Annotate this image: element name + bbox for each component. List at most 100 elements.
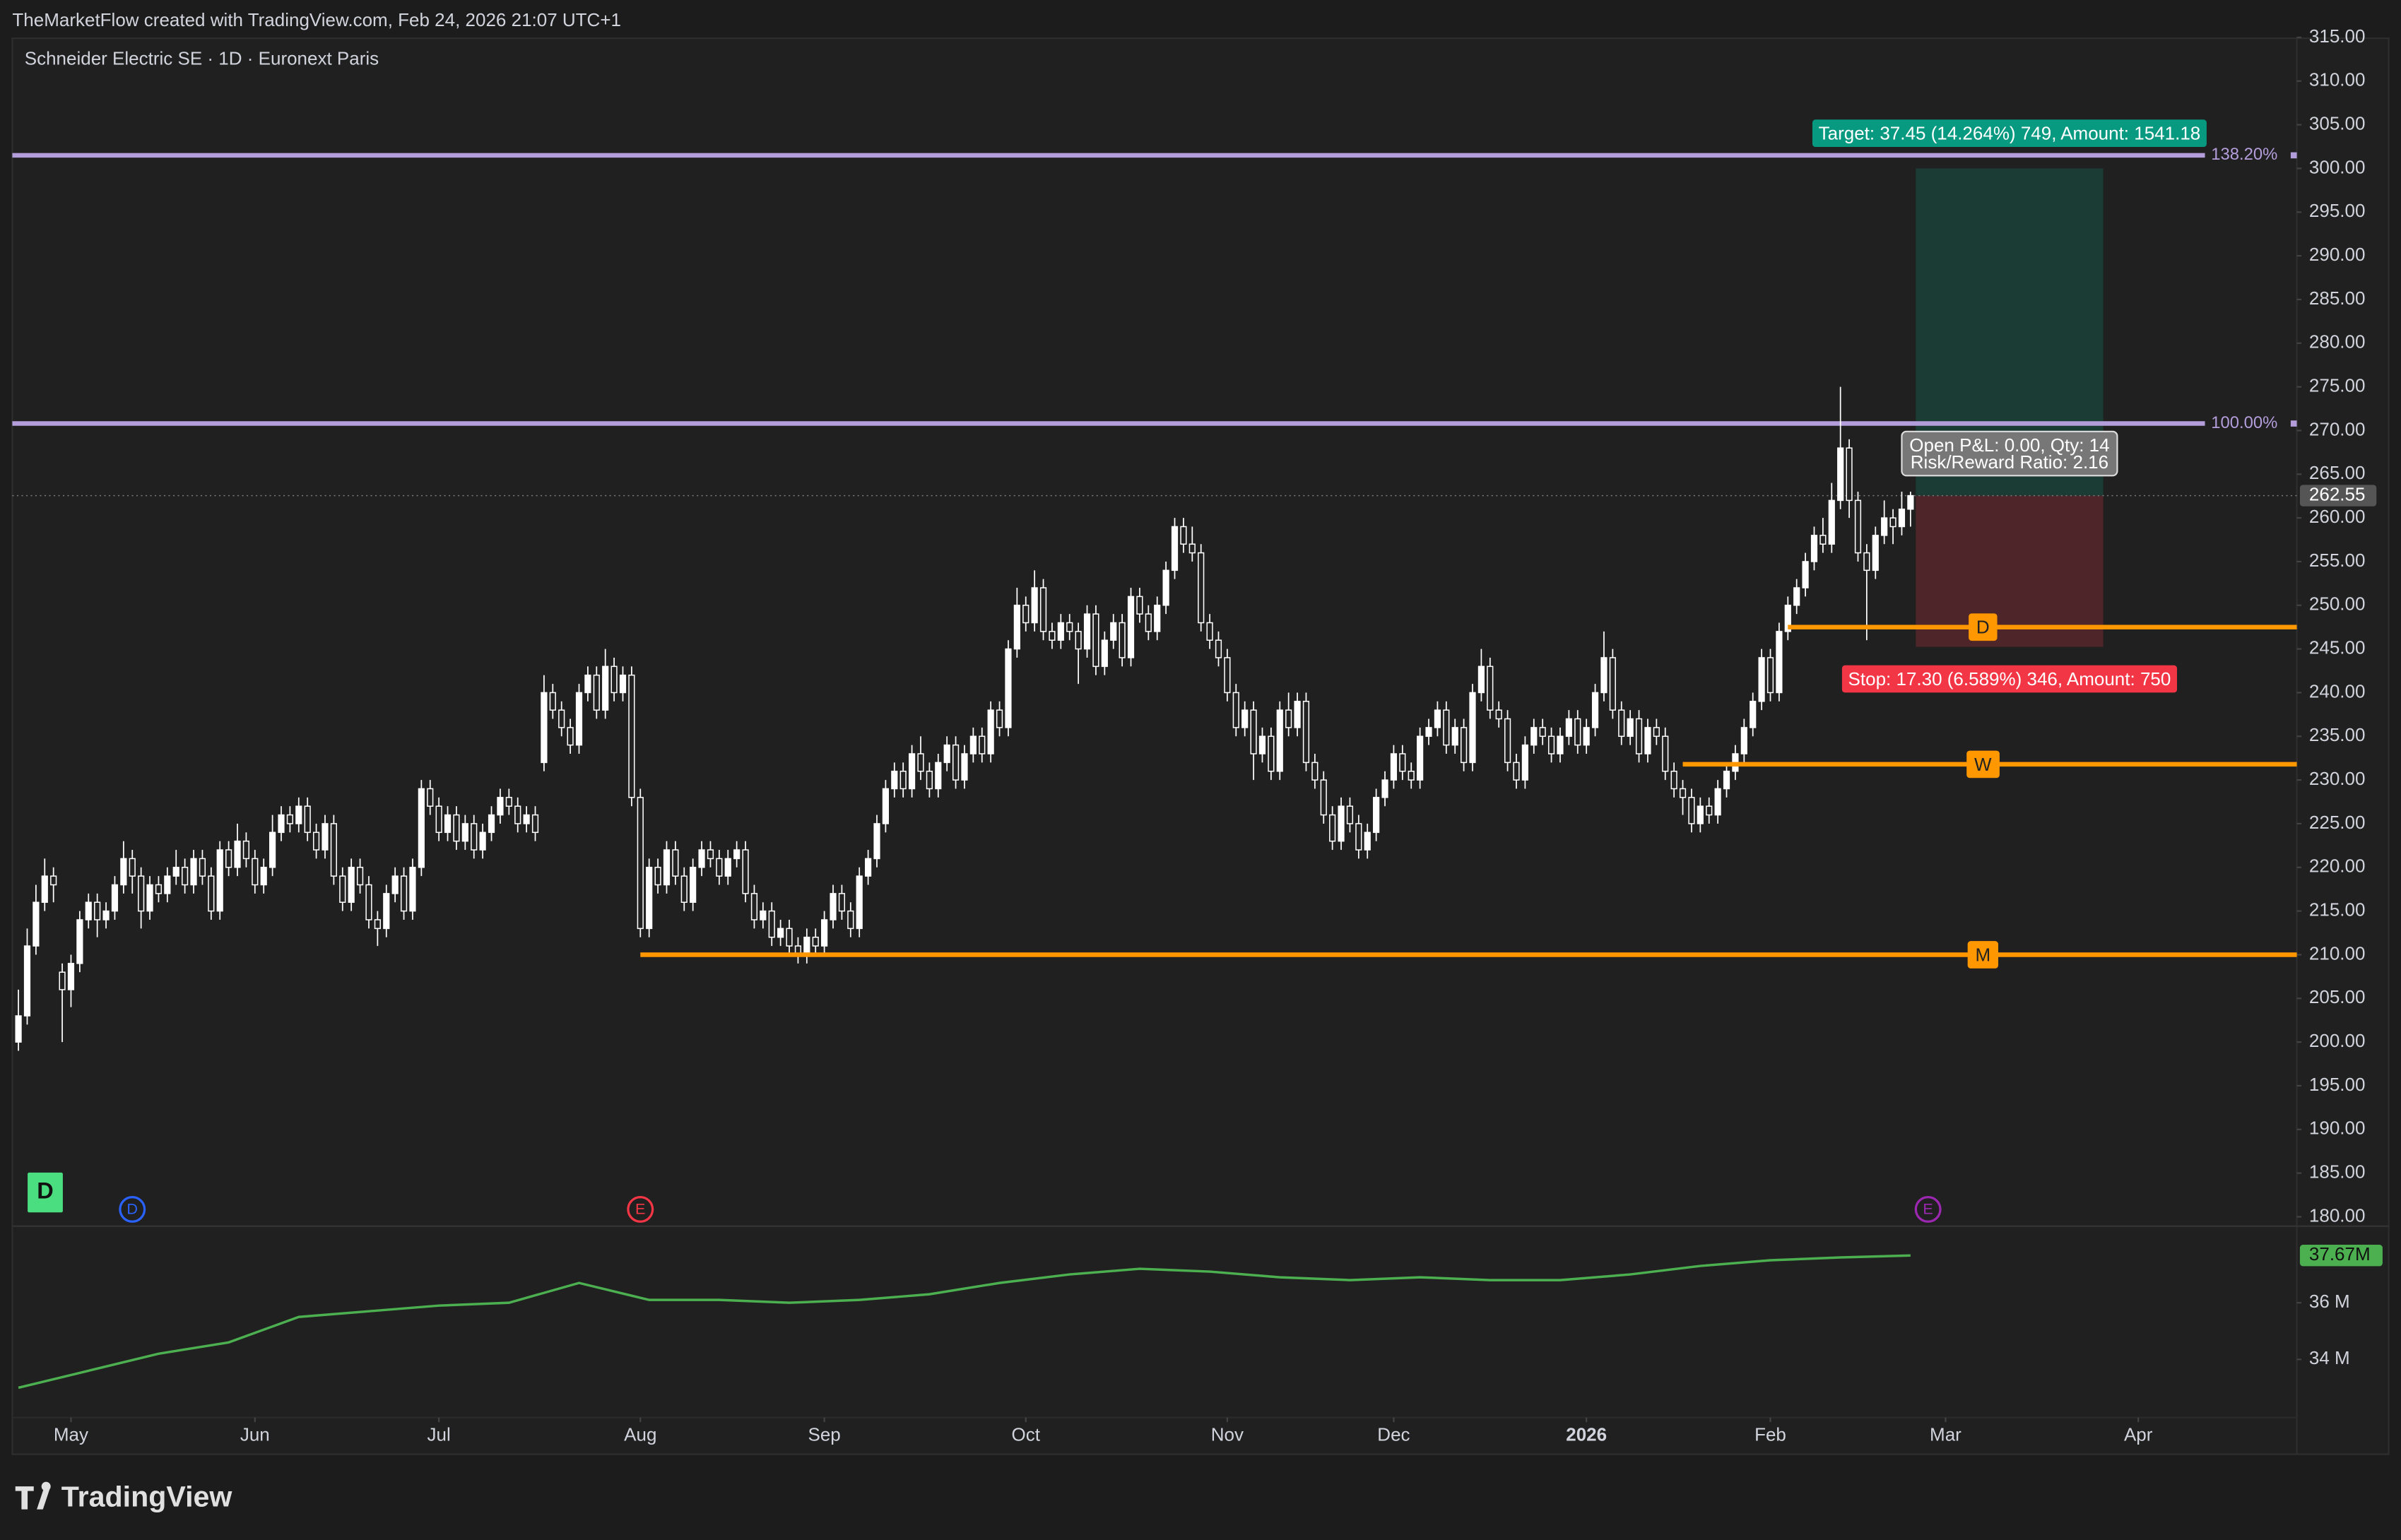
level-label-bg	[1969, 613, 1998, 641]
y-tick-label: 195.00	[2309, 1074, 2366, 1095]
candle-body	[610, 665, 618, 694]
candle-body	[1417, 735, 1424, 781]
candle-body	[172, 867, 179, 877]
candle-body	[1706, 805, 1713, 816]
candle-body	[1828, 499, 1835, 545]
candle-body	[856, 875, 863, 930]
candle-body	[505, 797, 512, 807]
lower-line	[18, 1254, 1911, 1390]
y-tick-label: 315.00	[2309, 25, 2366, 47]
candle-body	[304, 805, 311, 834]
candle-body	[479, 831, 486, 851]
fib-handle	[2290, 152, 2297, 159]
last-price-label: 262.55	[2309, 483, 2366, 504]
candle-body	[1258, 735, 1266, 754]
candle-body	[182, 867, 189, 886]
y-tick-label: 210.00	[2309, 942, 2366, 964]
candle-body	[847, 910, 854, 930]
candle-body	[1487, 665, 1494, 711]
candle-body	[111, 884, 119, 912]
candle-body	[1162, 569, 1169, 606]
candle-body	[400, 875, 408, 912]
candle-body	[882, 788, 890, 824]
candle-body	[41, 875, 48, 904]
candle-body	[497, 797, 504, 816]
candle-body	[514, 805, 521, 824]
candle-body	[1846, 447, 1853, 502]
candle-body	[23, 945, 31, 1017]
candle-body	[1092, 613, 1099, 668]
candle-body	[830, 893, 837, 920]
pnl-box	[1901, 430, 2118, 477]
candle-body	[260, 867, 267, 886]
candle-body	[1232, 692, 1239, 728]
candle-body	[1408, 770, 1415, 781]
candle-body	[1907, 494, 1914, 510]
lower-y-tick-label: 36 M	[2309, 1291, 2350, 1312]
candle-body	[593, 674, 600, 711]
candle-body	[356, 867, 364, 886]
candle-body	[690, 867, 697, 904]
candle-body	[59, 971, 66, 990]
candle-body	[628, 674, 635, 798]
candle-body	[760, 910, 767, 920]
candle-body	[558, 709, 565, 728]
candle-body	[1591, 692, 1599, 728]
y-tick-label: 305.00	[2309, 112, 2366, 134]
y-tick-label: 180.00	[2309, 1204, 2366, 1226]
candle-body	[1530, 727, 1538, 746]
candle-body	[391, 875, 399, 894]
candle-body	[1504, 718, 1511, 764]
candle-body	[85, 901, 92, 920]
candle-body	[1714, 788, 1721, 816]
candle-body	[619, 674, 627, 694]
y-tick-label: 240.00	[2309, 680, 2366, 701]
event-marker	[1914, 1195, 1942, 1223]
candle-body	[418, 788, 425, 868]
candle-body	[120, 858, 127, 886]
candle-body	[1346, 805, 1354, 824]
y-tick-label: 235.00	[2309, 724, 2366, 745]
candle-body	[1583, 727, 1590, 746]
candle-body	[1477, 665, 1485, 694]
candle-body	[917, 753, 924, 772]
candle-body	[873, 823, 880, 860]
candle-body	[1206, 622, 1213, 641]
candle-body	[1758, 657, 1765, 702]
candle-body	[1513, 762, 1520, 781]
y-tick-label: 245.00	[2309, 636, 2366, 658]
candle-body	[541, 692, 548, 764]
candle-body	[1171, 526, 1179, 571]
y-tick-label: 310.00	[2309, 69, 2366, 90]
candle-body	[1600, 657, 1607, 694]
candle-body	[1390, 753, 1398, 781]
fib-label: 100.00%	[2211, 413, 2277, 432]
candle-body	[1469, 692, 1476, 764]
candle-body	[234, 840, 241, 868]
candle-body	[1863, 552, 1870, 571]
candle-body	[1373, 797, 1380, 834]
x-tick-label: Mar	[1930, 1424, 1961, 1445]
last-price-bg	[2299, 485, 2377, 507]
candle-body	[1670, 770, 1677, 790]
candle-body	[969, 735, 977, 754]
x-tick-label: Apr	[2124, 1424, 2153, 1445]
fib-label: 138.20%	[2211, 145, 2277, 164]
level-label: W	[1974, 754, 1992, 775]
candle-body	[453, 814, 460, 842]
candle-body	[1557, 735, 1564, 754]
chart-title: Schneider Electric SE · 1D · Euronext Pa…	[25, 47, 379, 69]
candle-body	[321, 823, 329, 851]
logo-icon	[15, 1481, 51, 1510]
candle-body	[199, 858, 206, 877]
candle-body	[1101, 639, 1108, 668]
lower-last-label: 37.67M	[2309, 1243, 2371, 1264]
candle-body	[1075, 631, 1082, 650]
candle-body	[1723, 770, 1730, 790]
candle-body	[1110, 622, 1117, 641]
candle-body	[1618, 709, 1625, 738]
candle-body	[102, 910, 110, 920]
candle-body	[1609, 657, 1616, 711]
stop-label-bg	[1841, 665, 2177, 693]
y-tick-label: 230.00	[2309, 768, 2366, 789]
